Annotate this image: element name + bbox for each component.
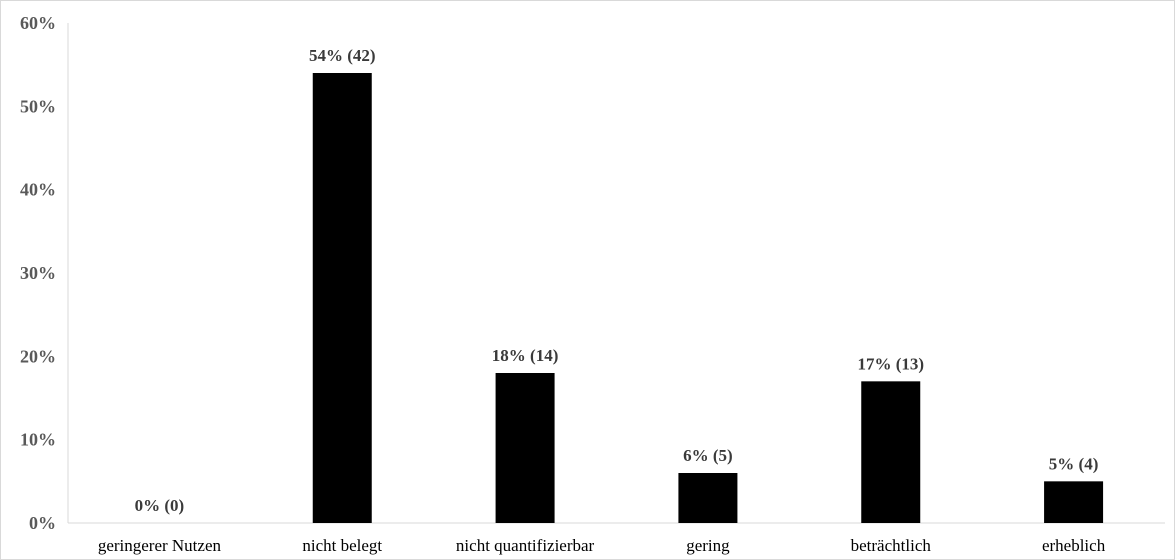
bar-data-label: 17% (13) (857, 354, 924, 373)
x-category-label: beträchtlich (851, 536, 932, 555)
y-tick-label: 40% (20, 180, 56, 200)
x-category-label: gering (686, 536, 730, 555)
bar (312, 73, 372, 523)
y-tick-label: 50% (20, 96, 56, 116)
bar (1044, 481, 1104, 523)
y-tick-label: 0% (29, 513, 56, 533)
x-category-label: geringerer Nutzen (98, 536, 222, 555)
y-tick-label: 60% (20, 13, 56, 33)
x-category-label: nicht belegt (302, 536, 382, 555)
y-tick-label: 10% (20, 430, 56, 450)
bars-group (312, 73, 1104, 523)
x-category-label: erheblich (1042, 536, 1106, 555)
bar-data-label: 0% (0) (135, 496, 185, 515)
category-labels-group: geringerer Nutzen nicht belegt nicht quant… (98, 536, 1106, 555)
bar (678, 473, 738, 523)
bar-data-label: 54% (42) (309, 46, 376, 65)
bar-data-label: 18% (14) (492, 346, 559, 365)
data-labels-group: 0% (0) 54% (42) 18% (14) 6% (5) 17% (13) 5% (… (135, 46, 1099, 515)
y-axis-ticks: 0% 10% 20% 30% 40% 50% 60% (20, 13, 56, 533)
y-tick-label: 30% (20, 263, 56, 283)
bar-data-label: 6% (5) (683, 446, 733, 465)
y-tick-label: 20% (20, 346, 56, 366)
bar (861, 381, 921, 523)
x-category-label: nicht quantifizierbar (456, 536, 595, 555)
bar (495, 373, 555, 523)
bar-data-label: 5% (4) (1049, 454, 1099, 473)
